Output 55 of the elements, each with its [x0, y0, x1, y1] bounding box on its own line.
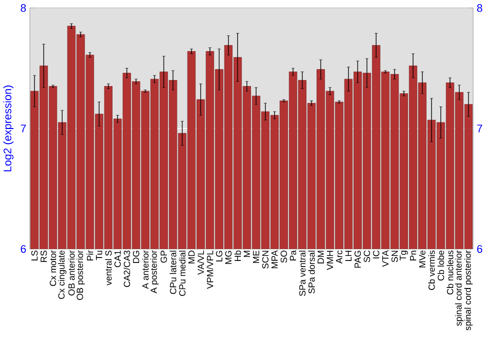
x-tick-label: A posterior: [150, 250, 159, 294]
x-tick-label: VA/VL: [197, 250, 204, 275]
x-tick-label: Arc: [336, 250, 342, 264]
x-tick-label: Tu: [96, 250, 102, 260]
x-tick-label: CA2/CA3: [124, 250, 130, 288]
x-tick-label: Tg: [400, 250, 408, 261]
x-tick-label: Cb lobe: [438, 250, 444, 281]
y2-tick-label: 8: [477, 4, 482, 12]
x-tick-label: OB posterior: [76, 250, 85, 300]
x-tick-label: LS: [31, 250, 38, 261]
x-tick-label: ventral S: [105, 250, 112, 286]
x-tick-label: SO: [280, 250, 287, 263]
x-tick-label: Cx cingulate: [58, 250, 66, 300]
x-tick-label: PAG: [354, 251, 361, 268]
x-tick-label: Pn: [410, 250, 416, 261]
y-tick-label: 6: [20, 245, 26, 254]
x-tick-label: M: [244, 251, 250, 258]
x-tick-label: IC: [372, 250, 380, 258]
y-axis-title: Log2 (expression): [3, 86, 14, 172]
x-tick-label: LH: [345, 251, 352, 262]
x-tick-label: Pa: [290, 250, 296, 261]
x-tick-label: Hb: [234, 250, 241, 262]
x-tick-label: Cx motor: [50, 250, 56, 286]
x-tick-label: SPa dorsal: [308, 250, 315, 294]
x-tick-label: DM: [318, 251, 324, 264]
x-tick-label: Cb nucleus: [446, 250, 454, 295]
x-tick-label: VTA: [382, 250, 388, 268]
x-tick-label: LG: [216, 251, 222, 262]
y2-tick-label: 6: [477, 245, 482, 254]
x-tick-label: spinal cord anterior: [455, 250, 464, 326]
x-tick-label: MVe: [419, 250, 426, 268]
x-tick-label: SPa ventral: [298, 250, 306, 296]
x-tick-label: RS: [40, 250, 47, 262]
x-tick-label: SCN: [262, 251, 269, 269]
x-tick-label: Cb vermis: [428, 250, 435, 290]
x-tick-label: SN: [391, 251, 398, 262]
x-tick-label: SC: [364, 250, 370, 262]
x-tick-label: DG: [132, 251, 140, 264]
y-tick-label: 7: [20, 124, 26, 132]
y2-tick-label: 7: [477, 124, 482, 132]
x-tick-label: VMH: [326, 251, 334, 270]
x-tick-label: MG: [225, 251, 232, 264]
x-tick-label: Pir: [86, 250, 94, 261]
x-tick-label: MPA: [272, 250, 278, 268]
x-tick-label: GP: [160, 250, 167, 263]
x-tick-label: CPu medial: [178, 251, 186, 296]
x-tick-label: A anterior: [142, 250, 149, 290]
x-tick-label: spinal cord posterior: [464, 250, 473, 331]
x-tick-label: MD: [188, 250, 195, 264]
x-tick-label: OB anterior: [68, 250, 75, 296]
y-tick-label: 8: [20, 4, 26, 12]
x-tick-label: VPM/VPL: [206, 250, 214, 290]
x-tick-label: CA1: [114, 250, 121, 268]
x-tick-label: ME: [253, 250, 260, 264]
x-tick-label: CPu lateral: [170, 251, 176, 294]
